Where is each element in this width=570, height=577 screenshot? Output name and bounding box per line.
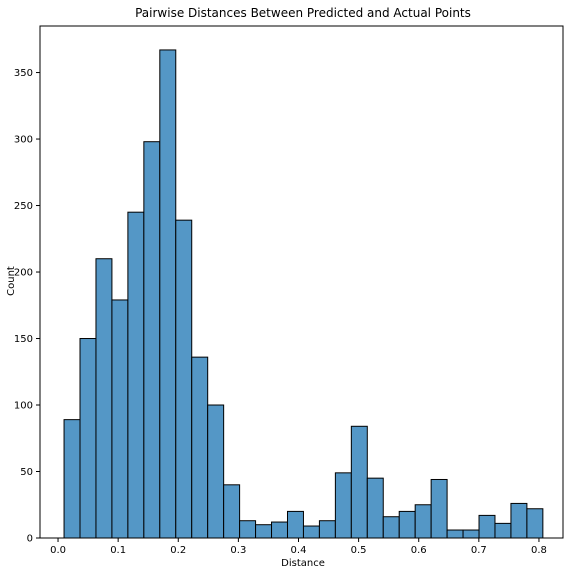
histogram-bar <box>207 404 225 539</box>
x-tick-label: 0.0 <box>50 545 66 556</box>
histogram-bar <box>239 520 257 539</box>
histogram-bar <box>143 141 161 539</box>
histogram-bar <box>63 419 81 539</box>
x-axis-ticks: 0.0 0.1 0.2 0.3 0.4 0.5 0.6 0.7 0.8 <box>50 538 547 556</box>
histogram-bar <box>350 425 368 539</box>
histogram-bar <box>318 520 336 539</box>
histogram-bar <box>111 299 129 539</box>
x-tick-label: 0.8 <box>531 545 547 556</box>
x-axis-label: Distance <box>281 558 325 569</box>
histogram-bar <box>79 338 97 539</box>
histogram-bar <box>302 525 320 539</box>
histogram-bar <box>175 219 193 539</box>
chart-title: Pairwise Distances Between Predicted and… <box>135 6 471 20</box>
y-tick-label: 200 <box>14 268 33 279</box>
x-tick-label: 0.2 <box>170 545 186 556</box>
histogram-bar <box>430 478 448 539</box>
x-tick-label: 0.4 <box>291 545 307 556</box>
histogram-bar <box>191 356 209 539</box>
x-tick-label: 0.5 <box>351 545 367 556</box>
plot-frame <box>39 25 564 539</box>
histogram-bar <box>510 502 528 539</box>
x-tick-label: 0.1 <box>110 545 126 556</box>
y-tick-label: 100 <box>14 401 33 412</box>
histogram-bar <box>478 514 496 539</box>
y-tick-label: 300 <box>14 135 33 146</box>
y-tick-label: 150 <box>14 334 33 345</box>
bars-group <box>63 49 544 539</box>
histogram-bar <box>271 521 288 539</box>
y-tick-label: 0 <box>27 534 33 545</box>
y-tick-label: 250 <box>14 201 33 212</box>
histogram-bar <box>446 529 464 539</box>
histogram-bar <box>286 510 304 539</box>
histogram-bar <box>334 472 352 539</box>
histogram-bar <box>255 524 273 539</box>
y-axis-ticks: 0 50 100 150 200 250 300 350 <box>14 68 40 545</box>
histogram-bar <box>366 477 384 539</box>
histogram-bar <box>398 510 416 539</box>
y-tick-label: 50 <box>20 467 33 478</box>
histogram-bar <box>414 504 432 539</box>
histogram-bar <box>526 508 544 539</box>
histogram-bar <box>127 211 145 539</box>
histogram-bar <box>494 522 512 539</box>
y-tick-label: 350 <box>14 68 33 79</box>
y-axis-label: Count <box>6 266 17 296</box>
histogram-bar <box>95 258 113 539</box>
histogram-bar <box>159 49 177 539</box>
histogram-bar <box>462 529 480 539</box>
x-tick-label: 0.7 <box>471 545 487 556</box>
histogram-bar <box>223 484 241 539</box>
histogram-bar <box>382 516 400 539</box>
x-tick-label: 0.6 <box>411 545 427 556</box>
x-tick-label: 0.3 <box>230 545 246 556</box>
